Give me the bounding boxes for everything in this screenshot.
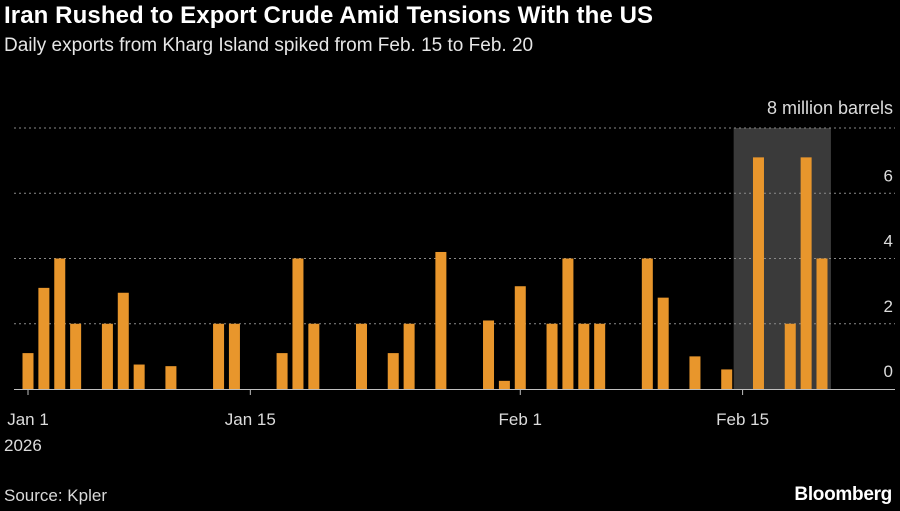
bar: [308, 323, 320, 389]
bar: [641, 258, 653, 389]
y-tick-label: 0: [884, 362, 893, 381]
bar: [800, 157, 812, 389]
bar: [689, 356, 701, 389]
bar: [784, 323, 796, 389]
bar: [292, 258, 304, 389]
bar: [657, 297, 669, 389]
bar: [562, 258, 574, 389]
x-tick-label: Jan 15: [225, 410, 276, 429]
bar: [403, 323, 415, 389]
bar: [22, 353, 34, 389]
bar: [387, 353, 399, 389]
gridlines: [14, 127, 895, 325]
highlight-band-layer: [733, 128, 831, 389]
x-tick-year-label: 2026: [4, 436, 42, 455]
chart-title: Iran Rushed to Export Crude Amid Tension…: [4, 2, 654, 29]
y-tick-label: 6: [884, 166, 893, 185]
bar: [70, 323, 82, 389]
bar: [752, 157, 764, 389]
bar: [498, 380, 510, 389]
x-tick-label: Jan 1: [7, 410, 49, 429]
y-tick-label: 4: [884, 232, 893, 251]
bar: [117, 292, 129, 389]
bar: [578, 323, 590, 389]
y-unit-label: 8 million barrels: [767, 98, 893, 118]
bar: [228, 323, 240, 389]
chart-subtitle: Daily exports from Kharg Island spiked f…: [4, 35, 534, 56]
bar: [54, 258, 66, 389]
bar: [38, 287, 50, 389]
bar: [355, 323, 367, 389]
bar: [594, 323, 606, 389]
bar: [165, 366, 177, 389]
bars: [22, 157, 828, 389]
bar: [101, 323, 113, 389]
bar: [721, 369, 733, 389]
bar: [133, 364, 145, 389]
x-tick-label: Feb 15: [716, 410, 769, 429]
bar: [483, 320, 495, 389]
highlight-band: [733, 128, 831, 389]
bar: [816, 258, 828, 389]
tick-labels: 0 2 4 6 8 million barrels Jan 1 2026 Jan 15 Feb …: [4, 98, 893, 455]
x-axis: [14, 389, 895, 395]
bar: [276, 353, 288, 389]
bar: [213, 323, 225, 389]
source-note: Source: Kpler: [4, 486, 107, 505]
bar: [514, 286, 526, 389]
bar: [435, 251, 447, 389]
y-tick-label: 2: [884, 297, 893, 316]
x-tick-label: Feb 1: [499, 410, 542, 429]
bar-chart: 0 2 4 6 8 million barrels Jan 1 2026 Jan 15 Feb …: [4, 98, 895, 455]
bar: [546, 323, 558, 389]
bloomberg-logo: Bloomberg: [794, 484, 892, 505]
